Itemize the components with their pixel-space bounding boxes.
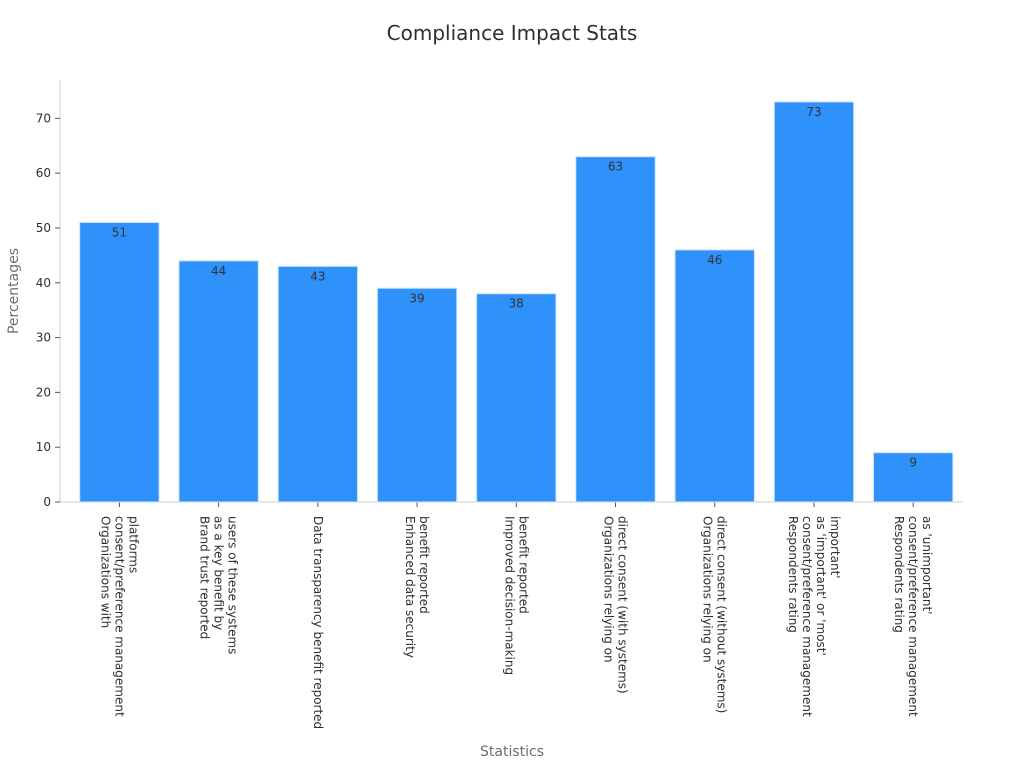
x-tick-label: Data transparency benefit reported — [311, 516, 325, 729]
x-tick-label-line: Organizations relying on — [602, 516, 616, 663]
bar — [773, 101, 855, 503]
data-label: 51 — [112, 225, 127, 239]
y-tick-label: 60 — [36, 166, 51, 180]
x-tick-label-line: Brand trust reported — [198, 516, 212, 639]
x-tick-label-line: benefit reported — [417, 516, 431, 614]
x-tick-label: Brand trust reportedas a key benefit byu… — [198, 516, 240, 654]
y-tick-label: 40 — [36, 276, 51, 290]
x-tick-label-text: Organizations withconsent/preference man… — [98, 516, 140, 717]
data-label: 39 — [409, 291, 424, 305]
x-tick-label-line: Organizations relying on — [701, 516, 715, 663]
x-tick-label-line: benefit reported — [516, 516, 530, 614]
data-label: 46 — [707, 253, 722, 267]
x-tick-label-line: Improved decision-making — [502, 516, 516, 675]
x-axis — [60, 501, 963, 507]
data-label: 38 — [509, 297, 524, 311]
x-tick-label-line: direct consent (without systems) — [715, 516, 729, 713]
bar — [674, 249, 755, 503]
y-tick-label: 30 — [36, 331, 51, 345]
x-tick-label-line: Respondents rating — [786, 516, 800, 633]
data-label: 9 — [909, 456, 917, 470]
x-tick-label-line: as a key benefit by — [212, 516, 226, 630]
x-tick-label-text: Organizations relying ondirect consent (… — [701, 516, 729, 713]
data-label: 43 — [310, 269, 325, 283]
x-tick-label-line: users of these systems — [226, 516, 240, 654]
x-tick-label-line: Enhanced data security — [403, 516, 417, 658]
x-tick-label: Enhanced data securitybenefit reported — [403, 516, 431, 658]
x-tick-label-line: as 'unimportant' — [920, 516, 934, 615]
y-tick-label: 20 — [36, 385, 51, 399]
x-axis-title: Statistics — [480, 744, 544, 760]
x-tick-label: Respondents ratingconsent/preference man… — [786, 516, 842, 717]
data-label: 63 — [608, 160, 623, 174]
category-labels-group: Organizations withconsent/preference man… — [98, 516, 934, 729]
x-tick-label-text: Organizations relying ondirect consent (… — [602, 516, 630, 694]
data-label: 73 — [806, 105, 821, 119]
x-tick-label-line: consent/preference management — [112, 516, 126, 717]
x-tick-label: Improved decision-makingbenefit reported — [502, 516, 530, 675]
bar — [873, 452, 954, 503]
x-tick-label: Organizations withconsent/preference man… — [98, 516, 140, 717]
y-axis-title: Percentages — [6, 248, 22, 334]
x-tick-label-line: direct consent (with systems) — [616, 516, 630, 694]
x-tick-label-line: Data transparency benefit reported — [311, 516, 325, 729]
x-tick-label-line: Organizations with — [98, 516, 112, 628]
bar — [476, 293, 557, 503]
x-tick-label-text: Respondents ratingconsent/preference man… — [892, 516, 934, 717]
y-tick-label: 10 — [36, 440, 51, 454]
x-tick-label-text: Data transparency benefit reported — [311, 516, 325, 729]
y-axis: 0 10 20 30 40 50 60 70 — [36, 80, 61, 509]
x-tick-label-line: platforms — [126, 516, 140, 573]
x-tick-label-text: Brand trust reportedas a key benefit byu… — [198, 516, 240, 654]
bar — [178, 260, 259, 503]
bar — [79, 221, 160, 503]
chart-title: Compliance Impact Stats — [387, 21, 638, 45]
x-tick-label-line: Respondents rating — [892, 516, 906, 633]
data-label: 44 — [211, 264, 226, 278]
x-tick-label-text: Improved decision-makingbenefit reported — [502, 516, 530, 675]
y-tick-label: 0 — [43, 495, 51, 509]
y-tick-label: 50 — [36, 221, 51, 235]
x-tick-label: Respondents ratingconsent/preference man… — [892, 516, 934, 717]
x-tick-label-line: as 'important' or 'most' — [814, 516, 828, 656]
x-tick-label-text: Enhanced data securitybenefit reported — [403, 516, 431, 658]
x-tick-label-line: important' — [828, 516, 842, 579]
x-tick-label: Organizations relying ondirect consent (… — [602, 516, 630, 694]
data-labels-group: 51 44 43 39 38 63 46 73 9 — [112, 105, 917, 470]
bar — [575, 156, 656, 503]
x-tick-label: Organizations relying ondirect consent (… — [701, 516, 729, 713]
bar — [277, 265, 359, 503]
x-tick-label-line: consent/preference management — [800, 516, 814, 717]
bar — [376, 287, 458, 503]
y-tick-label: 70 — [36, 111, 51, 125]
x-tick-label-text: Respondents ratingconsent/preference man… — [786, 516, 842, 717]
bars-group — [79, 101, 954, 503]
x-tick-label-line: consent/preference management — [906, 516, 920, 717]
